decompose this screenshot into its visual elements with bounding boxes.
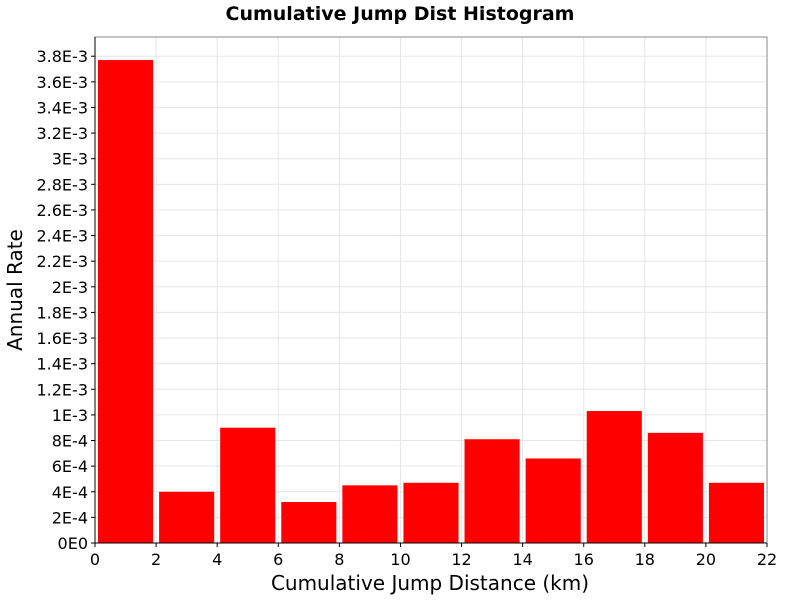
- x-tick-label: 12: [451, 550, 471, 569]
- axes: [91, 37, 768, 547]
- y-tick-label: 3.4E-3: [36, 98, 88, 117]
- y-tick-label: 3.6E-3: [36, 73, 88, 92]
- y-tick-label: 2.6E-3: [36, 201, 88, 220]
- grid: [94, 37, 768, 544]
- y-tick-label: 3.2E-3: [36, 124, 88, 143]
- histogram-bar: [281, 502, 337, 543]
- y-tick-labels: 0E0 2E-4 4E-4 6E-4 8E-4 1E-3 1.2E-3 1.4E-3 1.6E-…: [36, 47, 88, 553]
- y-tick-label: 8E-4: [52, 432, 88, 451]
- x-tick-label: 22: [757, 550, 777, 569]
- y-tick-label: 1E-3: [52, 406, 88, 425]
- x-tick-label: 6: [273, 550, 283, 569]
- histogram-bar: [525, 458, 581, 543]
- x-tick-label: 4: [212, 550, 222, 569]
- x-axis-label: Cumulative Jump Distance (km): [271, 571, 589, 595]
- histogram-bar: [647, 432, 703, 543]
- histogram-bar: [342, 485, 398, 543]
- x-tick-label: 0: [90, 550, 100, 569]
- x-tick-label: 8: [334, 550, 344, 569]
- x-tick-labels: 0 2 4 6 8 10 12 14 16 18 20 22: [90, 550, 777, 569]
- chart-title: Cumulative Jump Dist Histogram: [226, 3, 575, 25]
- y-tick-label: 1.8E-3: [36, 303, 88, 322]
- bars: [98, 60, 764, 543]
- x-tick-label: 10: [390, 550, 410, 569]
- y-tick-label: 6E-4: [52, 457, 88, 476]
- y-tick-label: 4E-4: [52, 483, 88, 502]
- y-tick-label: 3E-3: [52, 150, 88, 169]
- histogram-bar: [98, 60, 154, 543]
- histogram-bar: [220, 427, 276, 543]
- x-tick-label: 14: [512, 550, 532, 569]
- y-tick-label: 2E-3: [52, 278, 88, 297]
- x-tick-label: 18: [635, 550, 655, 569]
- y-tick-label: 1.2E-3: [36, 380, 88, 399]
- x-tick-label: 20: [696, 550, 716, 569]
- histogram-bar: [708, 482, 764, 543]
- y-tick-label: 2E-4: [52, 508, 88, 527]
- y-tick-label: 2.2E-3: [36, 252, 88, 271]
- y-tick-label: 2.8E-3: [36, 175, 88, 194]
- y-tick-label: 3.8E-3: [36, 47, 88, 66]
- histogram-bar: [403, 482, 459, 543]
- y-tick-label: 1.6E-3: [36, 329, 88, 348]
- histogram-bar: [464, 439, 520, 543]
- y-tick-label: 2.4E-3: [36, 227, 88, 246]
- histogram-bar: [586, 411, 642, 543]
- y-tick-label: 1.4E-3: [36, 355, 88, 374]
- histogram-bar: [159, 491, 215, 543]
- y-tick-label: 0E0: [58, 534, 88, 553]
- x-tick-label: 16: [574, 550, 594, 569]
- x-tick-label: 2: [151, 550, 161, 569]
- y-axis-label: Annual Rate: [3, 229, 27, 351]
